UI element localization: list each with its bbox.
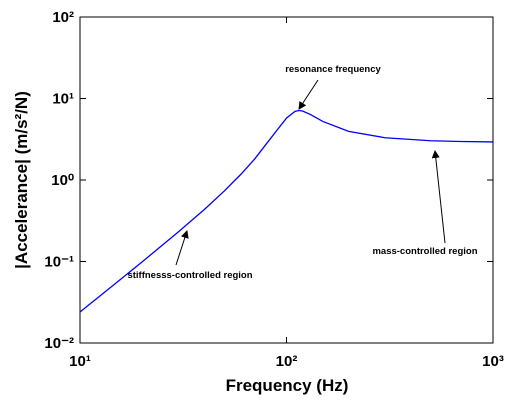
y-tick-label: 10² xyxy=(52,9,74,26)
annotation-arrow xyxy=(298,79,319,110)
annotation: stiffnesss-controlled region xyxy=(127,270,252,281)
annotation-arrow xyxy=(175,230,189,266)
x-tick-label: 10¹ xyxy=(69,353,91,370)
annotation: resonance frequency xyxy=(285,64,381,75)
y-tick-label: 10⁻² xyxy=(44,335,74,352)
x-tick-label: 10² xyxy=(276,353,298,370)
y-tick-label: 10¹ xyxy=(52,91,74,108)
data-line xyxy=(79,109,494,313)
x-tick-label: 10³ xyxy=(482,353,504,370)
annotation-arrow xyxy=(431,150,446,244)
y-tick-label: 10⁻¹ xyxy=(44,254,74,271)
annotation: mass-controlled region xyxy=(372,246,477,257)
x-axis-label: Frequency (Hz) xyxy=(226,376,349,395)
y-axis-label: |Accelerance| (m/s²/N) xyxy=(12,91,31,269)
y-tick-label: 10⁰ xyxy=(51,172,74,189)
